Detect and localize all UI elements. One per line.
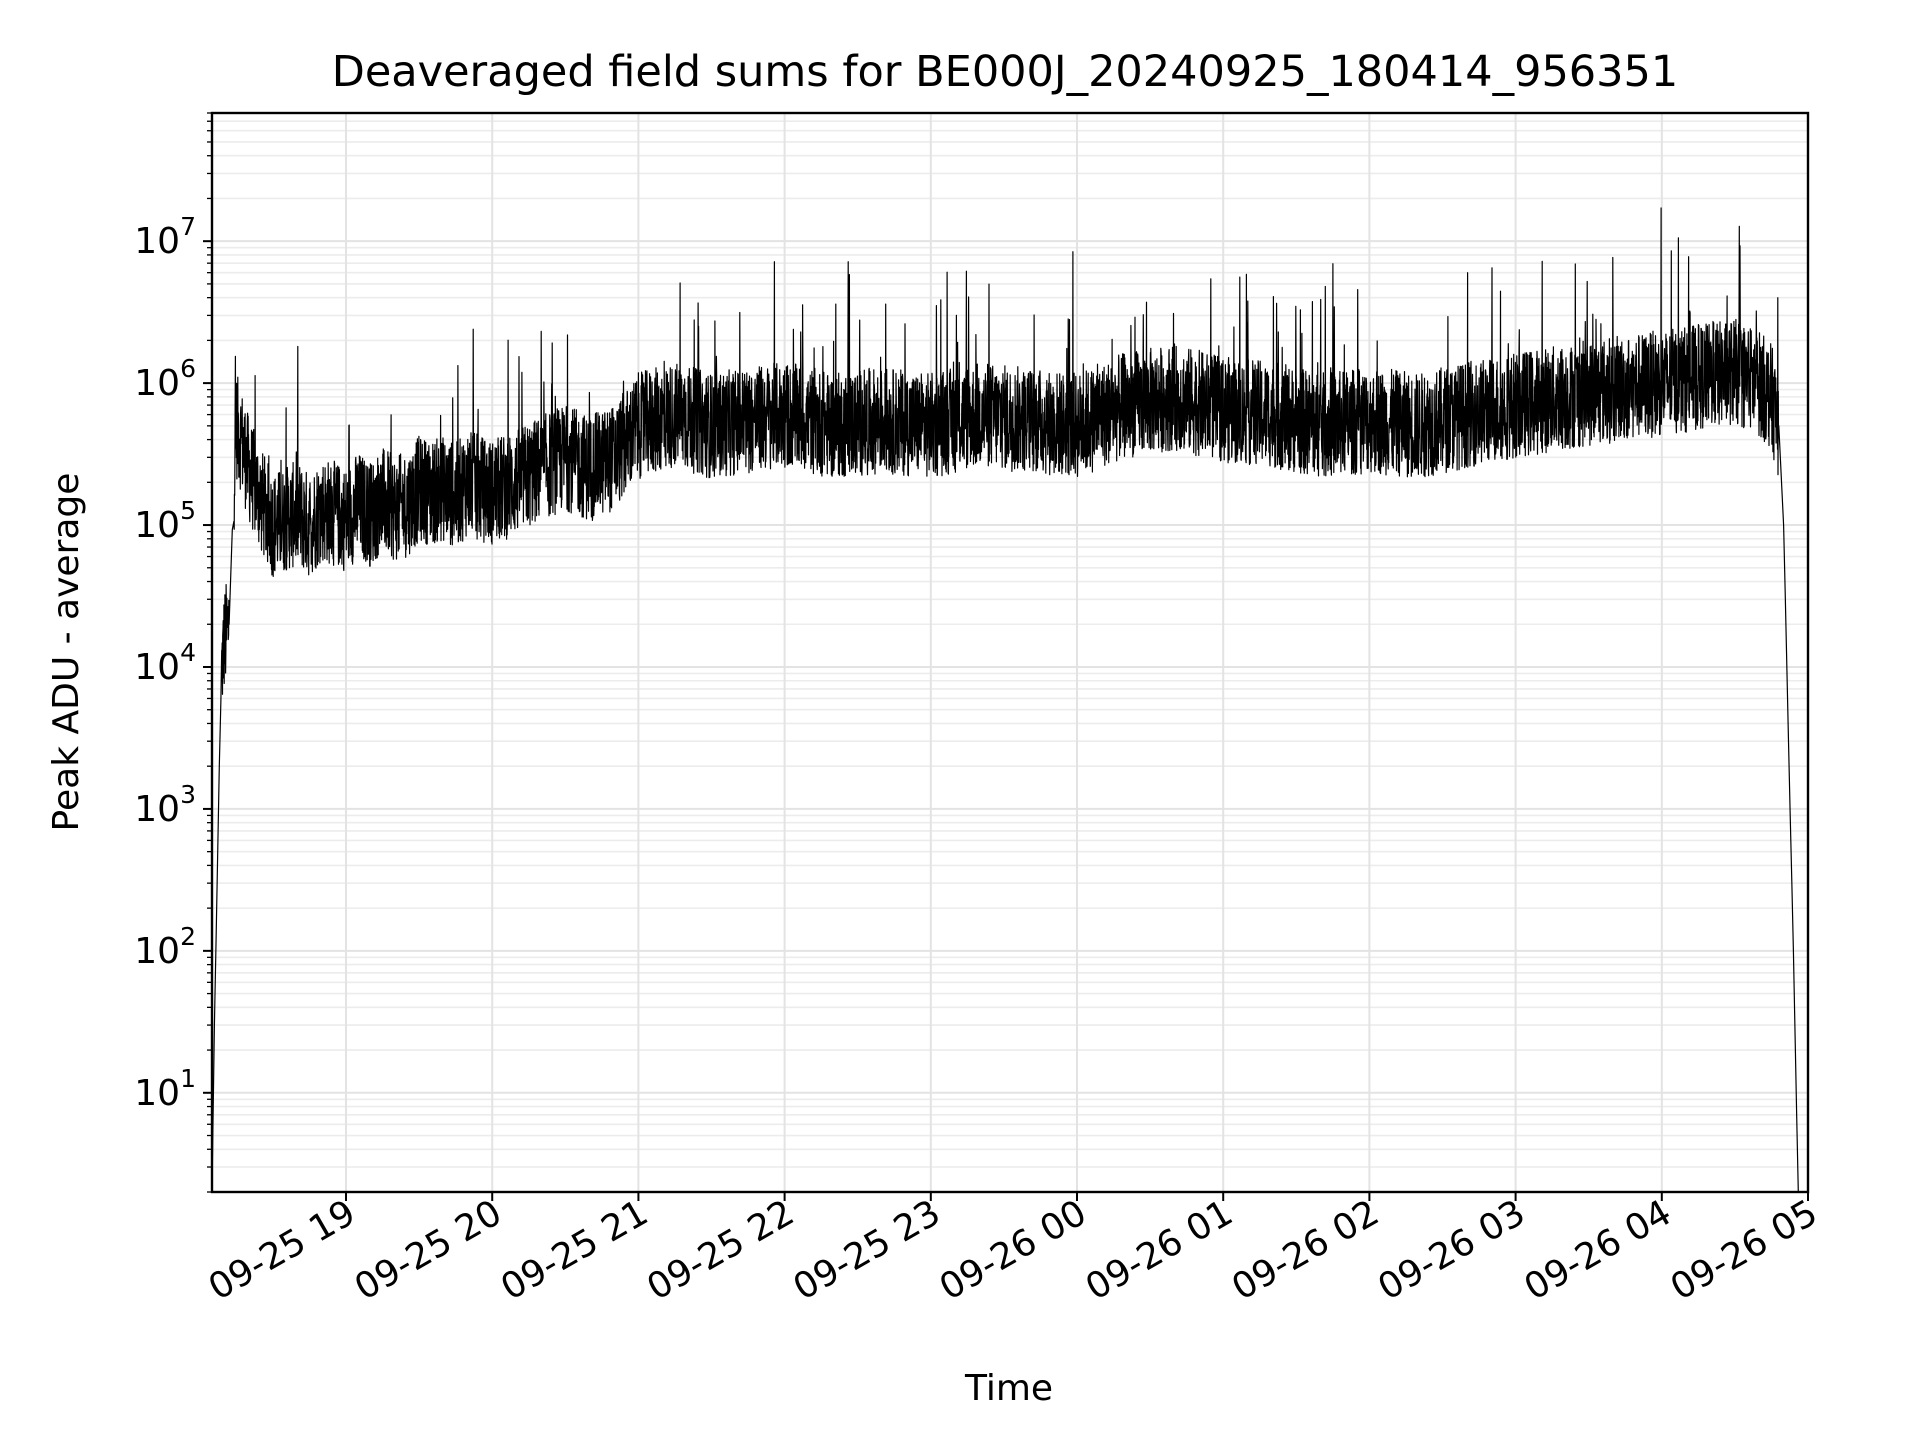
- y-tick-label: 104: [134, 638, 196, 688]
- y-tick-label-exponent: 7: [180, 212, 196, 241]
- y-tick-label: 101: [134, 1064, 196, 1114]
- y-tick-label-exponent: 6: [180, 354, 196, 383]
- y-tick-label: 107: [134, 212, 196, 262]
- y-tick-label-base: 10: [134, 363, 180, 404]
- x-axis-label: Time: [964, 1368, 1053, 1409]
- y-tick-label: 102: [134, 922, 196, 972]
- y-tick-label-exponent: 3: [180, 780, 196, 809]
- chart-title: Deaveraged field sums for BE000J_2024092…: [332, 47, 1679, 97]
- y-tick-label-exponent: 1: [180, 1064, 196, 1093]
- y-tick-label-base: 10: [134, 789, 180, 830]
- y-tick-label-base: 10: [134, 931, 180, 972]
- series-group: [211, 207, 1799, 1193]
- y-tick-label-base: 10: [134, 505, 180, 546]
- series-line: [211, 207, 1799, 1193]
- y-tick-label-base: 10: [134, 221, 180, 262]
- y-axis-label: Peak ADU - average: [46, 473, 87, 832]
- y-tick-label-exponent: 5: [180, 496, 196, 525]
- y-tick-label: 105: [134, 496, 196, 546]
- plot-frame: [210, 111, 1810, 1194]
- y-tick-label-base: 10: [134, 1073, 180, 1114]
- y-tick-label-exponent: 4: [180, 638, 196, 667]
- y-tick-label-exponent: 2: [180, 922, 196, 951]
- y-tick-label: 106: [134, 354, 196, 404]
- y-tick-label-base: 10: [134, 647, 180, 688]
- y-tick-label: 103: [134, 780, 196, 830]
